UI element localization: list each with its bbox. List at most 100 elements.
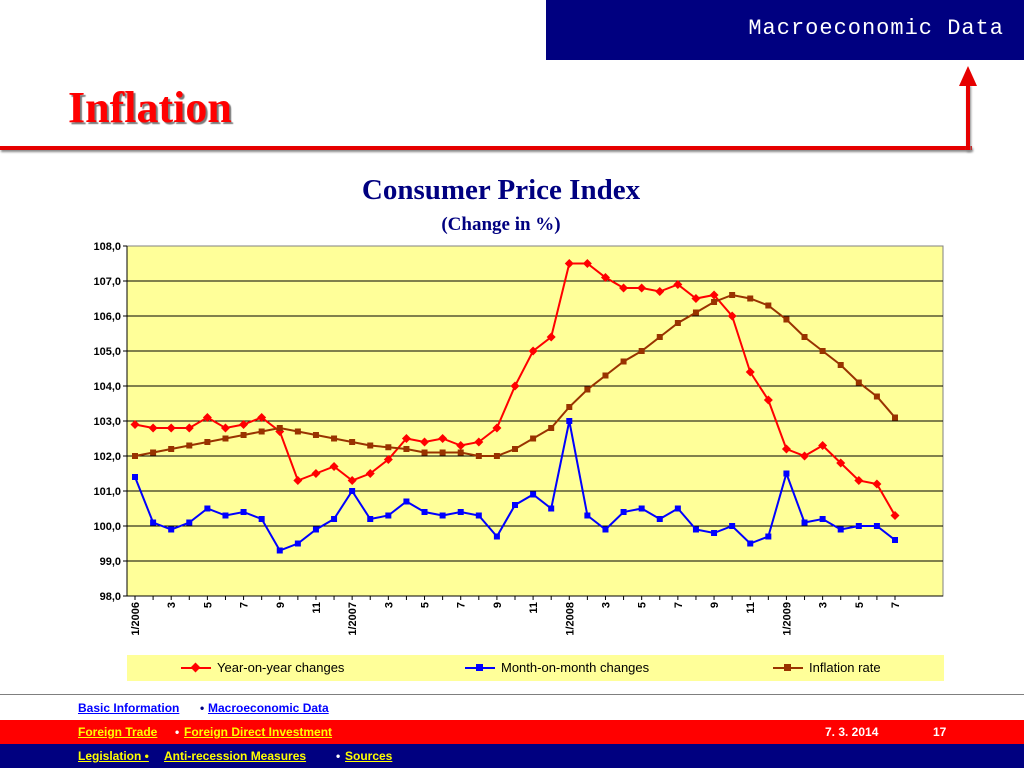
link-macroeconomic-data[interactable]: Macroeconomic Data — [208, 701, 329, 715]
data-point — [457, 449, 464, 456]
footer-divider — [0, 694, 1024, 695]
data-point — [602, 372, 609, 379]
data-point — [512, 502, 518, 508]
data-point — [619, 283, 629, 293]
data-point — [383, 455, 393, 464]
y-tick-label: 103,0 — [93, 416, 121, 428]
axes: 98,0 99,0 100,0 101,0 102,0 103,0 104,0 105,0 10… — [93, 241, 943, 636]
chart-title: Consumer Price Index — [361, 174, 641, 206]
data-point — [204, 505, 211, 512]
data-point — [584, 386, 591, 393]
data-point — [873, 393, 880, 400]
data-point — [530, 435, 537, 442]
footer-separator: • — [200, 701, 205, 715]
slide-number: 17 — [933, 725, 947, 739]
square-marker-icon — [784, 664, 791, 671]
data-point — [765, 533, 772, 540]
data-point — [329, 462, 339, 471]
data-point — [492, 423, 502, 433]
data-point — [186, 519, 193, 526]
data-point — [184, 423, 194, 433]
x-tick-label: 11 — [745, 602, 757, 614]
data-point — [349, 439, 356, 445]
data-point — [457, 509, 464, 515]
x-tick-label: 1/2007 — [347, 602, 359, 636]
data-point — [800, 451, 810, 461]
data-point — [638, 505, 645, 512]
data-point — [692, 309, 699, 316]
data-point — [836, 458, 846, 468]
data-point — [222, 435, 229, 442]
data-point — [837, 362, 844, 368]
x-tick-label: 7 — [673, 602, 685, 608]
data-point — [602, 526, 609, 533]
link-legislation[interactable]: Legislation • — [78, 749, 149, 763]
header-bar: Macroeconomic Data — [546, 0, 1024, 60]
x-tick-label: 1/2009 — [781, 602, 793, 636]
data-point — [765, 302, 772, 309]
x-tick-label: 5 — [202, 602, 214, 608]
legend-label-mom: Month-on-month changes — [501, 660, 650, 675]
data-point — [132, 453, 138, 459]
footer-nav-row-2: Foreign Trade • Foreign Direct Investmen… — [0, 720, 1024, 744]
link-sources[interactable]: Sources — [345, 749, 393, 763]
y-tick-label: 99,0 — [100, 556, 121, 568]
data-point — [801, 519, 808, 526]
title-rule-vertical — [966, 84, 970, 150]
data-point — [528, 346, 538, 356]
footer-nav-row-3: Legislation • Anti-recession Measures • … — [0, 744, 1024, 768]
data-point — [674, 505, 681, 512]
data-point — [148, 423, 158, 433]
data-point — [130, 420, 140, 429]
data-point — [493, 453, 500, 459]
data-point — [548, 505, 555, 512]
link-foreign-trade[interactable]: Foreign Trade — [78, 725, 158, 739]
x-tick-label: 3 — [383, 602, 395, 608]
x-tick-label: 7 — [890, 602, 902, 608]
data-point — [747, 295, 754, 302]
link-basic-information[interactable]: Basic Information — [78, 701, 180, 715]
x-tick-label: 9 — [275, 602, 287, 608]
link-foreign-direct-investment[interactable]: Foreign Direct Investment — [184, 725, 333, 739]
data-point — [220, 423, 230, 433]
data-point — [349, 488, 356, 494]
legend-label-yoy: Year-on-year changes — [217, 660, 345, 675]
data-point — [711, 299, 718, 305]
data-point — [367, 442, 374, 449]
data-point — [475, 453, 482, 459]
gridlines — [127, 280, 943, 562]
y-tick-label: 104,0 — [93, 381, 121, 393]
x-tick-label: 5 — [637, 602, 649, 608]
data-point — [763, 395, 773, 405]
page-title: Inflation — [68, 83, 232, 132]
link-anti-recession-measures[interactable]: Anti-recession Measures — [164, 749, 307, 763]
data-point — [691, 294, 701, 303]
x-tick-label: 5 — [420, 602, 432, 608]
data-point — [620, 358, 627, 365]
data-point — [566, 418, 573, 424]
x-tick-label: 3 — [166, 602, 178, 608]
x-tick-label: 9 — [492, 602, 504, 608]
data-point — [711, 530, 718, 536]
data-point — [892, 414, 898, 421]
y-tick-label: 107,0 — [93, 276, 121, 288]
x-tick-label: 9 — [709, 602, 721, 608]
data-point — [673, 280, 683, 289]
data-point — [294, 428, 301, 435]
data-point — [474, 437, 484, 447]
up-arrow-icon — [959, 66, 977, 86]
data-point — [783, 470, 790, 477]
data-point — [729, 523, 736, 529]
data-point — [747, 540, 754, 547]
data-point — [258, 428, 265, 435]
data-point — [132, 474, 138, 480]
data-point — [510, 381, 520, 391]
data-point — [367, 516, 374, 522]
x-tick-label: 7 — [456, 602, 468, 608]
data-point — [150, 519, 157, 526]
data-point — [582, 259, 592, 268]
data-point — [729, 292, 736, 298]
data-point — [656, 516, 663, 522]
slide-date: 7. 3. 2014 — [825, 725, 879, 739]
data-point — [385, 512, 392, 519]
